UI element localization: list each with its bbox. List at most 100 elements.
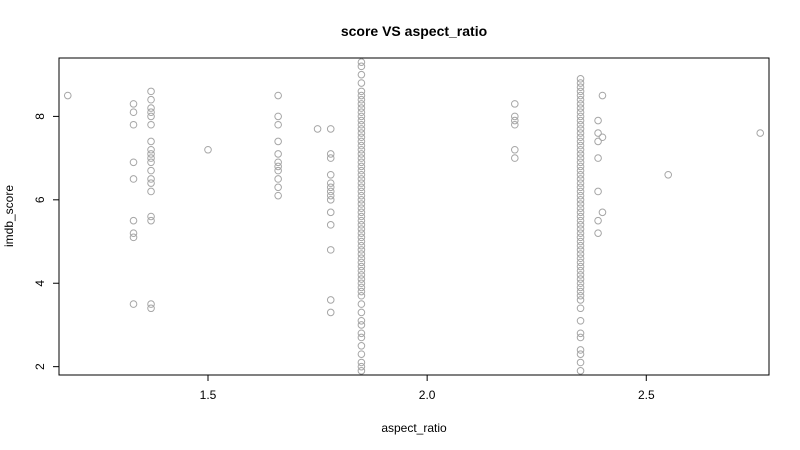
- data-point: [576, 266, 585, 275]
- data-point: [357, 208, 366, 217]
- data-point: [576, 154, 585, 162]
- data-point: [357, 187, 366, 196]
- data-point: [576, 258, 585, 267]
- data-point: [147, 120, 155, 129]
- data-point: [576, 137, 585, 146]
- data-point: [598, 208, 607, 217]
- data-point: [576, 183, 585, 192]
- data-point: [576, 212, 585, 221]
- data-point: [147, 166, 155, 175]
- data-point: [576, 83, 585, 91]
- data-point: [576, 358, 585, 367]
- data-point: [147, 158, 155, 167]
- data-point: [357, 170, 366, 179]
- data-point: [129, 216, 138, 225]
- data-point: [511, 145, 519, 154]
- data-point: [326, 183, 335, 192]
- data-point: [576, 221, 585, 229]
- chart-title: score VS aspect_ratio: [341, 23, 487, 39]
- x-tick-label: 2.0: [419, 388, 436, 402]
- data-point: [147, 216, 155, 225]
- data-point: [576, 262, 585, 271]
- data-point: [576, 250, 585, 258]
- data-point: [594, 129, 602, 137]
- data-point: [357, 154, 366, 162]
- plot-frame: [58, 57, 770, 376]
- data-point: [598, 133, 607, 142]
- data-point: [357, 104, 366, 112]
- data-point: [576, 304, 585, 313]
- data-point: [576, 141, 585, 150]
- data-point: [147, 104, 155, 112]
- data-point: [129, 233, 138, 242]
- data-point: [576, 208, 585, 217]
- data-point: [576, 179, 585, 187]
- data-point: [274, 137, 282, 146]
- data-point: [576, 283, 585, 292]
- data-point: [576, 166, 585, 175]
- data-point: [357, 183, 366, 192]
- data-point: [326, 150, 335, 158]
- data-point: [274, 162, 282, 171]
- y-axis-label: imdb_score: [2, 185, 16, 247]
- data-point: [576, 275, 585, 283]
- data-point: [576, 287, 585, 296]
- data-point: [594, 137, 602, 146]
- data-point: [357, 287, 366, 296]
- data-point: [598, 91, 607, 100]
- data-point: [576, 100, 585, 108]
- data-point: [357, 58, 366, 66]
- data-point: [576, 333, 585, 342]
- data-point: [274, 175, 282, 183]
- data-point: [576, 350, 585, 358]
- data-point: [576, 87, 585, 96]
- data-point: [357, 350, 366, 358]
- data-point: [357, 91, 366, 100]
- data-point: [357, 200, 366, 208]
- y-tick-label: 6: [33, 196, 47, 203]
- data-point: [576, 75, 585, 83]
- data-point: [326, 296, 335, 304]
- data-point: [357, 250, 366, 258]
- data-point: [594, 116, 602, 125]
- data-point: [357, 237, 366, 246]
- data-point: [576, 116, 585, 125]
- data-point: [357, 221, 366, 229]
- data-point: [357, 95, 366, 104]
- data-point: [357, 225, 366, 233]
- data-point: [511, 116, 519, 125]
- data-point: [326, 196, 335, 204]
- data-point: [576, 233, 585, 242]
- data-point: [594, 216, 602, 225]
- data-point: [147, 175, 155, 183]
- data-point: [274, 120, 282, 129]
- data-point: [147, 95, 155, 104]
- x-axis: 1.5 2.0 2.5: [200, 374, 655, 402]
- data-point: [357, 258, 366, 267]
- data-point: [357, 329, 366, 338]
- data-point: [357, 367, 366, 375]
- data-point: [357, 62, 366, 71]
- data-point: [357, 191, 366, 200]
- data-point: [147, 137, 155, 146]
- data-point: [274, 112, 282, 121]
- data-point: [357, 125, 366, 133]
- data-point: [576, 104, 585, 112]
- data-point: [594, 229, 602, 237]
- data-point: [756, 129, 765, 137]
- data-point: [357, 204, 366, 212]
- data-point: [576, 129, 585, 137]
- data-point: [357, 179, 366, 187]
- data-point: [357, 308, 366, 317]
- data-point: [147, 112, 155, 121]
- data-point: [357, 212, 366, 221]
- data-point: [357, 129, 366, 137]
- data-point: [357, 254, 366, 263]
- data-point: [357, 216, 366, 225]
- data-point: [357, 137, 366, 146]
- data-point: [357, 145, 366, 154]
- data-point: [147, 154, 155, 162]
- data-point: [326, 170, 335, 179]
- data-point: [576, 200, 585, 208]
